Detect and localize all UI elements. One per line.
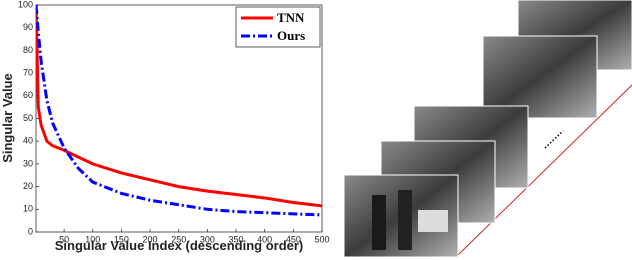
legend-label: Ours	[277, 28, 305, 43]
y-tick-label: 90	[23, 22, 33, 32]
x-tick-label: 150	[114, 234, 129, 244]
y-tick-label: 80	[23, 45, 33, 55]
x-tick-label: 400	[257, 234, 272, 244]
x-tick-label: 50	[59, 234, 69, 244]
figure-silhouette	[372, 195, 386, 250]
y-tick-label: 40	[23, 136, 33, 146]
y-tick-label: 10	[23, 204, 33, 214]
x-tick-label: 350	[229, 234, 244, 244]
y-tick-label: 20	[23, 181, 33, 191]
time-axis	[457, 84, 632, 256]
y-tick-label: 100	[18, 0, 33, 9]
series-line	[36, 5, 322, 208]
x-axis-title: Singular Value Index (descending order)	[55, 238, 304, 253]
x-tick-label: 300	[200, 234, 215, 244]
y-tick-label: 60	[23, 90, 33, 100]
legend-box	[235, 6, 321, 48]
y-tick-label: 30	[23, 158, 33, 168]
y-tick-label: 70	[23, 67, 33, 77]
x-tick-label: 250	[171, 234, 186, 244]
frame-stack	[343, 0, 632, 258]
y-tick-label: 50	[23, 113, 33, 123]
sign	[418, 210, 448, 232]
x-tick-label: 100	[85, 234, 100, 244]
x-tick-label: 450	[286, 234, 301, 244]
video-frame	[482, 35, 598, 119]
ellipsis	[544, 130, 564, 149]
figure-silhouette	[398, 190, 412, 250]
y-axis-title: Singular Value	[0, 73, 15, 163]
y-tick-label: 0	[28, 226, 33, 236]
x-tick-label: 500	[314, 234, 329, 244]
x-tick-label: 200	[143, 234, 158, 244]
series-line	[36, 5, 322, 217]
legend-label: TNN	[277, 10, 305, 25]
